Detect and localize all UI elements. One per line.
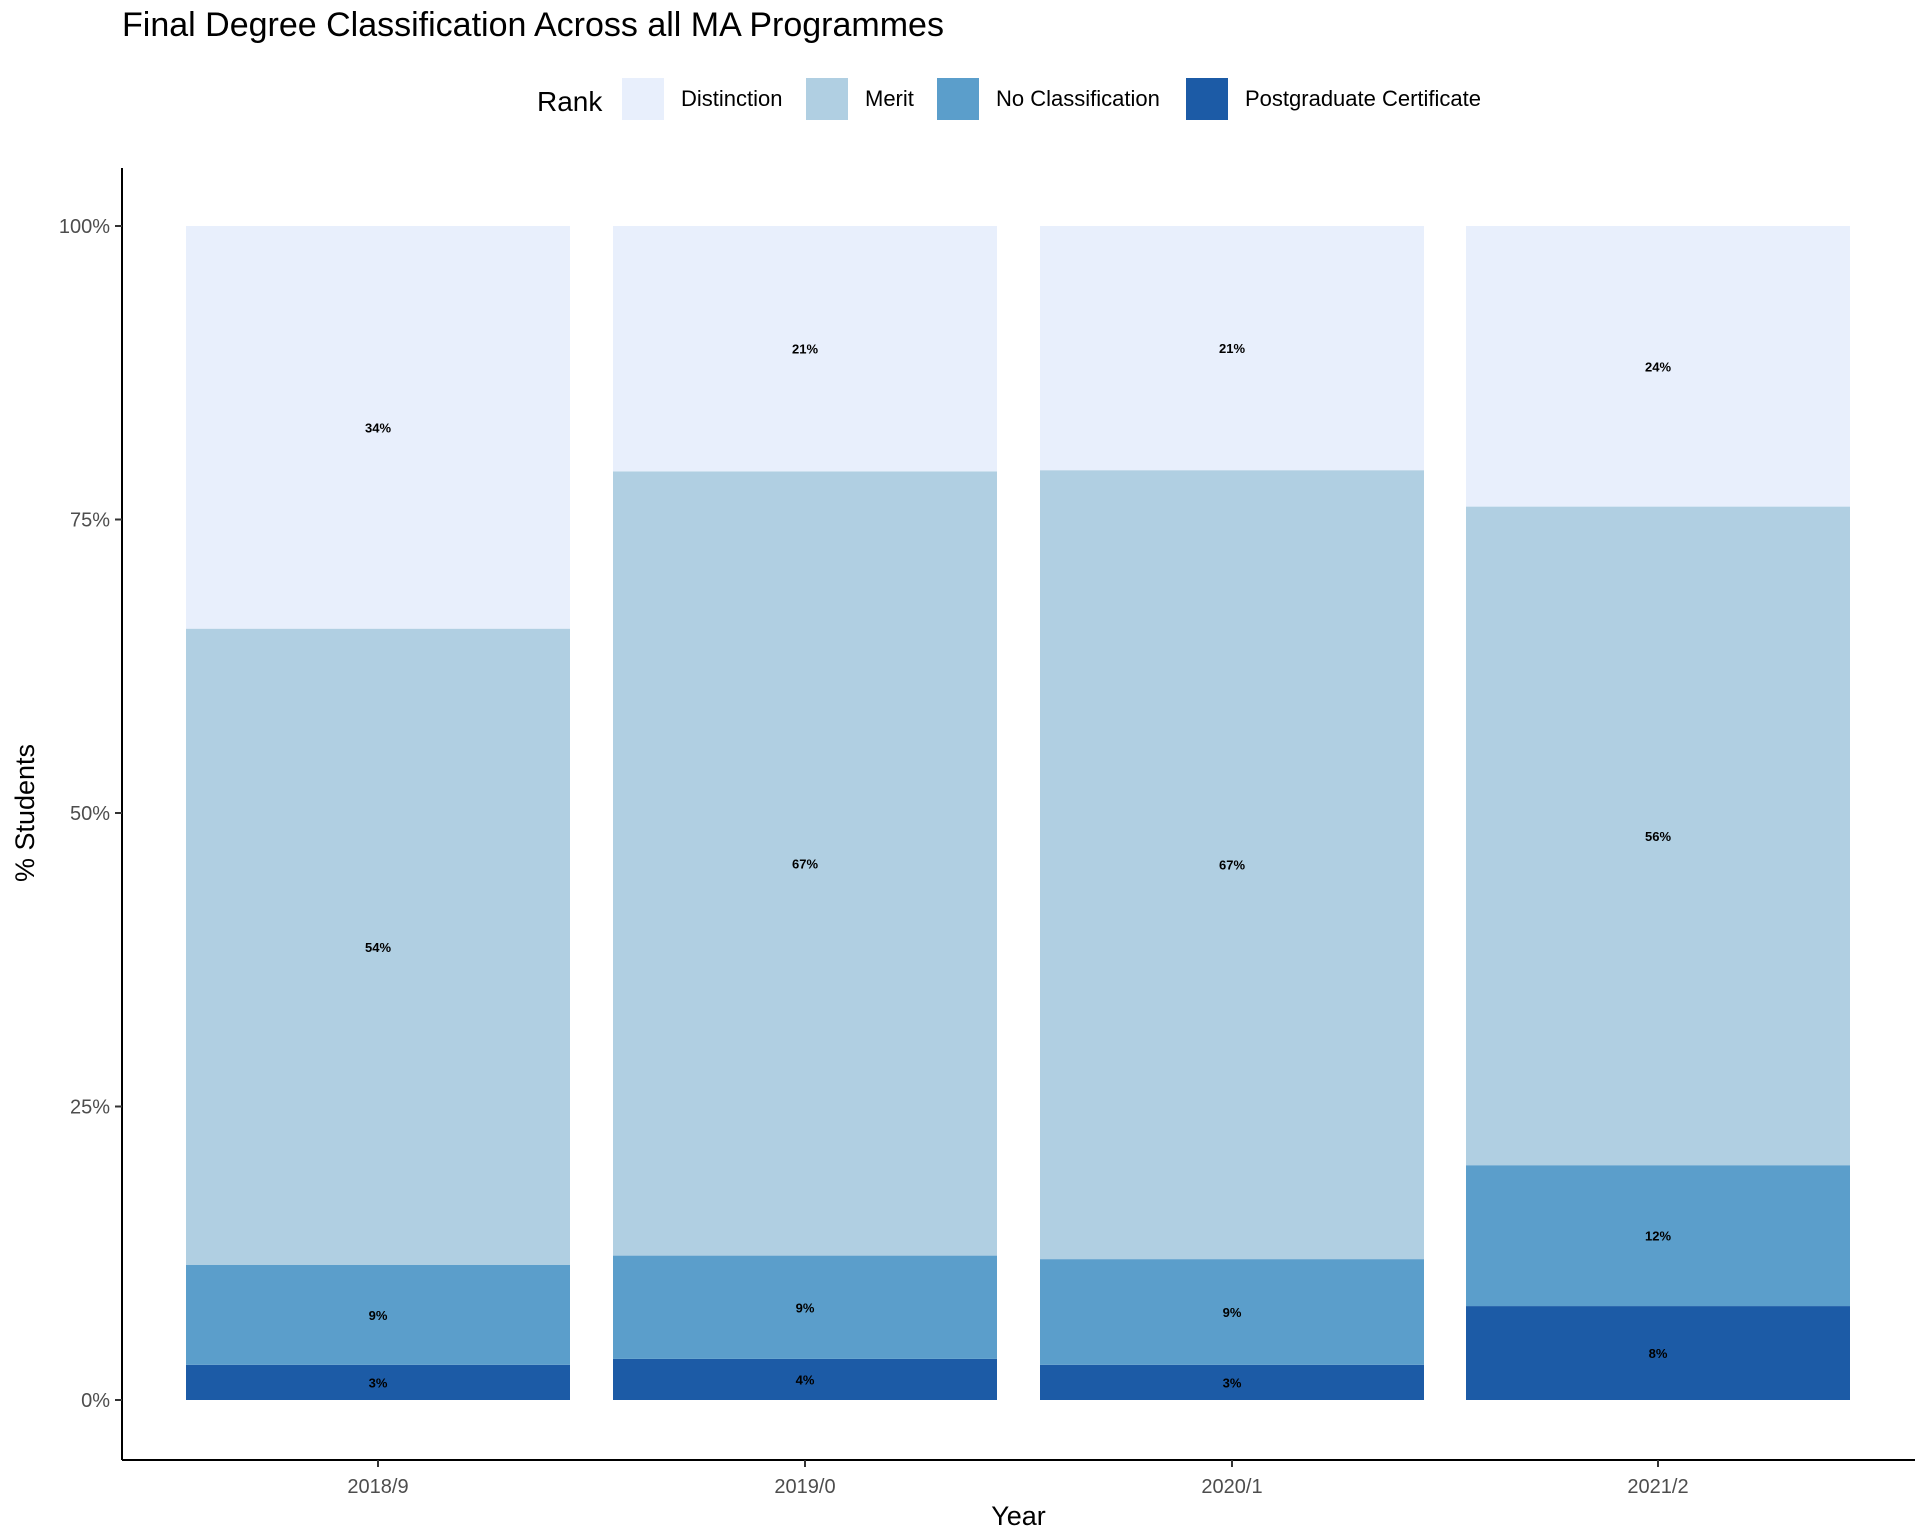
bar-segment xyxy=(1040,226,1424,471)
legend-swatch xyxy=(937,78,979,120)
data-label: 3% xyxy=(1223,1375,1242,1390)
legend-swatch xyxy=(622,78,664,120)
data-label: 9% xyxy=(1223,1305,1242,1320)
bar-segment xyxy=(186,226,570,629)
data-label: 9% xyxy=(369,1308,388,1323)
y-tick-label: 100% xyxy=(59,216,110,238)
data-label: 21% xyxy=(792,342,818,357)
data-label: 67% xyxy=(792,856,818,871)
data-label: 54% xyxy=(365,940,391,955)
bar-segment xyxy=(613,1358,997,1400)
data-label: 34% xyxy=(365,420,391,435)
legend-label: No Classification xyxy=(996,86,1160,111)
x-axis-title: Year xyxy=(991,1501,1046,1531)
data-label: 56% xyxy=(1645,829,1671,844)
bar-segment xyxy=(613,1255,997,1359)
data-label: 67% xyxy=(1219,858,1245,873)
data-label: 21% xyxy=(1219,341,1245,356)
legend-swatch xyxy=(806,78,848,120)
bar-segment xyxy=(613,471,997,1256)
x-tick-label: 2018/9 xyxy=(347,1476,408,1498)
data-label: 12% xyxy=(1645,1229,1671,1244)
x-tick-label: 2019/0 xyxy=(774,1476,835,1498)
y-tick-label: 0% xyxy=(81,1390,110,1412)
data-label: 4% xyxy=(796,1372,815,1387)
data-label: 9% xyxy=(796,1300,815,1315)
bar-segment xyxy=(1466,1306,1850,1400)
y-tick-label: 75% xyxy=(70,510,110,532)
data-label: 24% xyxy=(1645,359,1671,374)
bar-segment xyxy=(1040,470,1424,1260)
legend-title: Rank xyxy=(537,86,603,117)
y-tick-label: 50% xyxy=(70,803,110,825)
y-tick-label: 25% xyxy=(70,1097,110,1119)
y-axis-title: % Students xyxy=(10,744,40,882)
chart-title: Final Degree Classification Across all M… xyxy=(122,6,944,44)
legend: Rank Distinction Merit No Classification Po… xyxy=(0,74,1920,130)
data-label: 8% xyxy=(1649,1346,1668,1361)
legend-label: Distinction xyxy=(681,86,783,111)
bar-segment xyxy=(1040,1259,1424,1365)
legend-swatch xyxy=(1186,78,1228,120)
bar-segment xyxy=(1466,1165,1850,1307)
bar-segment xyxy=(1466,506,1850,1166)
x-tick-label: 2020/1 xyxy=(1201,1476,1262,1498)
bar-segment xyxy=(1040,1364,1424,1400)
legend-label: Postgraduate Certificate xyxy=(1245,86,1482,111)
bar-segment xyxy=(1466,226,1850,507)
data-label: 3% xyxy=(369,1375,388,1390)
x-tick-label: 2021/2 xyxy=(1627,1476,1688,1498)
bar-segment xyxy=(613,226,997,472)
bar-segment xyxy=(186,1264,570,1365)
legend-label: Merit xyxy=(865,86,914,111)
bar-segment xyxy=(186,628,570,1265)
bar-segment xyxy=(186,1364,570,1400)
